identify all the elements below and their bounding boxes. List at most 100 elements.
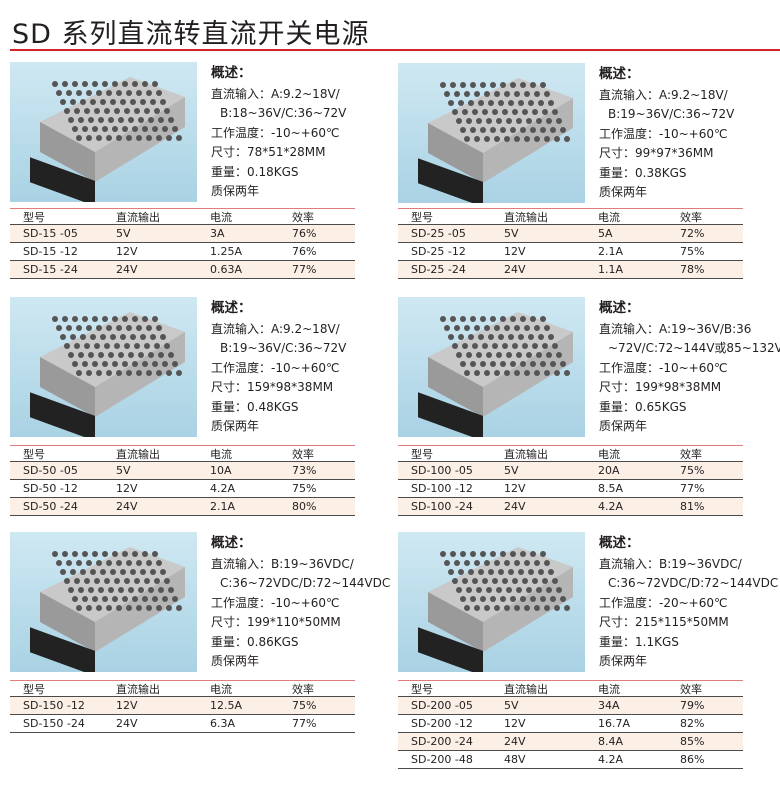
table-cell: SD-200 -24 [411, 735, 473, 748]
spec-list: 概述： 直流输入：A:9.2~18V/B:19~36V/C:36~72V 工作温度：… [211, 299, 346, 437]
table-row: SD-15 -05 5V 3A 76% [10, 225, 355, 243]
table-cell: SD-50 -05 [23, 464, 78, 477]
table-cell: SD-15 -12 [23, 245, 78, 258]
table-cell: 4.2A [598, 753, 624, 766]
table-cell: 5V [504, 699, 519, 712]
table-cell: 6.3A [210, 717, 236, 730]
table-row: SD-150 -12 12V 12.5A 75% [10, 697, 355, 715]
table-header: 型号 直流输出 电流 效率 [10, 681, 355, 697]
table-cell: SD-25 -24 [411, 263, 466, 276]
spec-line: 尺寸：99*97*36MM [599, 146, 714, 160]
table-cell: SD-150 -24 [23, 717, 85, 730]
spec-line: 直流输入：A:19~36V/B:36 [599, 321, 752, 336]
spec-line: B:19~36V/C:36~72V [220, 341, 347, 355]
model-table: 型号 直流输出 电流 效率 SD-200 -05 5V 34A 79% SD-200 -12 12… [398, 680, 743, 769]
table-cell: 77% [680, 482, 705, 495]
table-cell: 77% [292, 263, 317, 276]
table-cell: 75% [292, 699, 317, 712]
spec-line: 质保两年 [599, 654, 648, 668]
table-cell: 3A [210, 227, 225, 240]
table-cell: 8.5A [598, 482, 624, 495]
table-cell: 16.7A [598, 717, 631, 730]
table-cell: SD-200 -05 [411, 699, 473, 712]
table-header: 型号 直流输出 电流 效率 [398, 681, 743, 697]
column-header: 直流输出 [504, 682, 548, 696]
spec-line: 质保两年 [211, 184, 260, 198]
column-header: 电流 [598, 447, 620, 461]
column-header: 型号 [23, 682, 45, 696]
column-header: 型号 [411, 210, 433, 224]
table-cell: 75% [680, 464, 705, 477]
product-image [398, 63, 585, 203]
table-row: SD-25 -24 24V 1.1A 78% [398, 261, 743, 279]
table-header: 型号 直流输出 电流 效率 [10, 446, 355, 462]
table-cell: 24V [116, 717, 138, 730]
table-cell: 4.2A [210, 482, 236, 495]
model-table: 型号 直流输出 电流 效率 SD-100 -05 5V 20A 75% SD-100 -12 12… [398, 445, 743, 516]
table-cell: 86% [680, 753, 705, 766]
model-table: 型号 直流输出 电流 效率 SD-15 -05 5V 3A 76% SD-15 -12 12V 1.… [10, 208, 355, 279]
spec-line: 工作温度：-20~+60℃ [599, 595, 728, 610]
table-row: SD-50 -05 5V 10A 73% [10, 462, 355, 480]
column-header: 型号 [23, 447, 45, 461]
table-row: SD-25 -05 5V 5A 72% [398, 225, 743, 243]
title-rule [10, 49, 780, 51]
product-image [398, 532, 585, 672]
spec-list: 概述： 直流输入：B:19~36VDC/C:36~72VDC/D:72~144VD… [211, 534, 390, 672]
spec-heading: 概述： [211, 535, 252, 551]
table-cell: 79% [680, 699, 705, 712]
table-cell: SD-50 -12 [23, 482, 78, 495]
table-header: 型号 直流输出 电流 效率 [10, 209, 355, 225]
table-cell: 75% [292, 482, 317, 495]
spec-line: 尺寸：215*115*50MM [599, 615, 729, 629]
table-cell: 24V [116, 500, 138, 513]
table-cell: 75% [680, 245, 705, 258]
table-row: SD-50 -12 12V 4.2A 75% [10, 480, 355, 498]
spec-line: 重量：0.18KGS [211, 164, 299, 179]
spec-line: C:36~72VDC/D:72~144VDC [608, 576, 779, 590]
spec-heading: 概述： [211, 300, 252, 316]
spec-line: 重量：0.65KGS [599, 399, 687, 414]
table-cell: 12V [116, 699, 138, 712]
table-cell: SD-25 -05 [411, 227, 466, 240]
spec-line: 重量：0.38KGS [599, 165, 687, 180]
table-cell: 5V [116, 464, 131, 477]
table-row: SD-150 -24 24V 6.3A 77% [10, 715, 355, 733]
table-cell: 12V [504, 482, 526, 495]
table-header: 型号 直流输出 电流 效率 [398, 446, 743, 462]
spec-line: 工作温度：-10~+60℃ [211, 125, 340, 140]
spec-heading: 概述： [211, 65, 252, 81]
spec-list: 概述： 直流输入：A:9.2~18V/B:19~36V/C:36~72V 工作温度：… [599, 65, 734, 203]
table-cell: 85% [680, 735, 705, 748]
column-header: 效率 [680, 447, 702, 461]
table-cell: 77% [292, 717, 317, 730]
spec-line: 工作温度：-10~+60℃ [599, 126, 728, 141]
column-header: 电流 [598, 210, 620, 224]
table-row: SD-15 -12 12V 1.25A 76% [10, 243, 355, 261]
column-header: 效率 [680, 682, 702, 696]
table-cell: 2.1A [210, 500, 236, 513]
spec-line: 重量：0.48KGS [211, 399, 299, 414]
spec-line: B:18~36V/C:36~72V [220, 106, 347, 120]
table-row: SD-100 -24 24V 4.2A 81% [398, 498, 743, 516]
spec-line: 工作温度：-10~+60℃ [211, 595, 340, 610]
table-cell: 82% [680, 717, 705, 730]
table-cell: 80% [292, 500, 317, 513]
product-image [10, 297, 197, 437]
table-cell: 24V [504, 735, 526, 748]
table-cell: 12V [504, 245, 526, 258]
table-cell: 1.25A [210, 245, 243, 258]
spec-line: 直流输入：A:9.2~18V/ [211, 86, 340, 101]
table-header: 型号 直流输出 电流 效率 [398, 209, 743, 225]
table-cell: SD-50 -24 [23, 500, 78, 513]
product-image [10, 532, 197, 672]
column-header: 直流输出 [116, 447, 160, 461]
spec-line: 直流输入：B:19~36VDC/ [599, 556, 742, 571]
spec-list: 概述： 直流输入：A:9.2~18V/B:18~36V/C:36~72V 工作温度：… [211, 64, 346, 202]
table-cell: 5V [504, 464, 519, 477]
model-table: 型号 直流输出 电流 效率 SD-25 -05 5V 5A 72% SD-25 -12 12V 2.… [398, 208, 743, 279]
column-header: 效率 [680, 210, 702, 224]
table-row: SD-50 -24 24V 2.1A 80% [10, 498, 355, 516]
table-cell: 10A [210, 464, 232, 477]
table-cell: 73% [292, 464, 317, 477]
